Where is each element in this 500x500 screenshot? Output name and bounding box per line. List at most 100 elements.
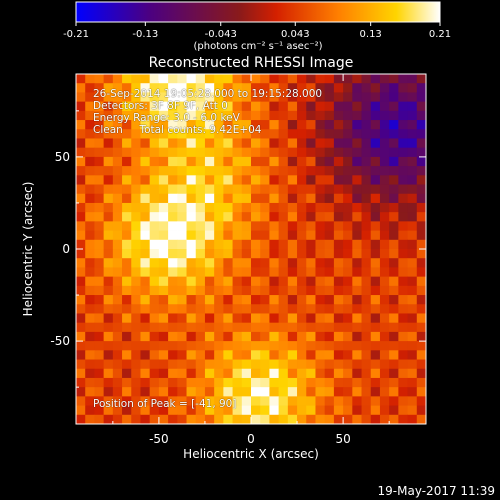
heatmap-cell: [85, 193, 95, 204]
heatmap-cell: [370, 101, 381, 112]
heatmap-cell: [352, 414, 362, 424]
heatmap-cell: [76, 414, 86, 424]
heatmap-cell: [140, 92, 151, 103]
heatmap-cell: [352, 276, 362, 287]
heatmap-cell: [416, 396, 426, 406]
heatmap-cell: [379, 74, 390, 84]
heatmap-cell: [389, 405, 399, 416]
heatmap-cell: [94, 304, 105, 314]
heatmap-cell: [306, 258, 316, 268]
heatmap-cell: [278, 285, 289, 296]
heatmap-cell: [251, 92, 261, 103]
heatmap-cell: [407, 175, 418, 185]
heatmap-cell: [343, 221, 353, 231]
heatmap-cell: [140, 396, 151, 406]
heatmap-cell: [269, 221, 280, 231]
x-axis-label: Heliocentric X (arcsec): [183, 447, 319, 461]
heatmap-cell: [76, 166, 86, 176]
heatmap-cell: [416, 276, 426, 287]
heatmap-cell: [306, 74, 316, 84]
heatmap-cell: [232, 175, 243, 185]
heatmap-cell: [112, 138, 123, 149]
heatmap-cell: [122, 221, 132, 231]
heatmap-cell: [103, 295, 114, 305]
heatmap-cell: [260, 120, 270, 130]
heatmap-cell: [343, 249, 353, 259]
heatmap-cell: [214, 267, 224, 278]
heatmap-cell: [315, 285, 326, 296]
heatmap-cell: [315, 267, 326, 278]
heatmap-cell: [389, 396, 399, 406]
heatmap-cell: [186, 258, 197, 268]
heatmap-cell: [85, 285, 95, 296]
heatmap-cell: [287, 350, 298, 360]
heatmap-cell: [131, 331, 141, 342]
heatmap-cell: [131, 184, 141, 195]
heatmap-cell: [76, 295, 86, 305]
heatmap-cell: [324, 212, 335, 222]
heatmap-cell: [214, 405, 224, 416]
heatmap-cell: [131, 120, 141, 130]
heatmap-cell: [379, 193, 390, 204]
heatmap-cell: [343, 405, 353, 416]
heatmap-cell: [370, 276, 381, 287]
heatmap-cell: [287, 341, 298, 351]
heatmap-cell: [278, 193, 289, 204]
heatmap-cell: [416, 138, 426, 149]
heatmap-cell: [103, 249, 114, 259]
heatmap-cell: [416, 350, 426, 360]
heatmap-cell: [306, 184, 316, 195]
heatmap-cell: [379, 184, 390, 195]
heatmap-cell: [251, 138, 261, 149]
heatmap-cell: [352, 138, 362, 149]
heatmap-cell: [407, 267, 418, 278]
heatmap-cell: [195, 377, 206, 388]
heatmap-cell: [103, 285, 114, 296]
heatmap-cell: [223, 341, 233, 351]
heatmap-cell: [131, 368, 141, 379]
heatmap-cell: [140, 249, 151, 259]
heatmap-cell: [269, 212, 280, 222]
heatmap-cell: [389, 74, 399, 84]
heatmap-cell: [94, 184, 105, 195]
heatmap-cell: [324, 156, 335, 167]
heatmap-cell: [195, 276, 206, 287]
heatmap-cell: [85, 230, 95, 241]
heatmap-cell: [251, 129, 261, 139]
heatmap-cell: [407, 331, 418, 342]
heatmap-cell: [214, 193, 224, 204]
heatmap-cell: [315, 341, 326, 351]
heatmap-cell: [260, 285, 270, 296]
heatmap-cell: [407, 184, 418, 195]
heatmap-cell: [398, 249, 408, 259]
heatmap-cell: [379, 258, 390, 268]
heatmap-cell: [214, 101, 224, 112]
heatmap-cell: [379, 239, 390, 250]
heatmap-cell: [177, 295, 187, 305]
heatmap-cell: [361, 258, 372, 268]
heatmap-cell: [241, 92, 252, 103]
heatmap-cell: [85, 258, 95, 268]
heatmap-cell: [315, 83, 326, 93]
heatmap-cell: [315, 304, 326, 314]
heatmap-cell: [223, 405, 233, 416]
heatmap-cell: [398, 304, 408, 314]
heatmap-cell: [186, 83, 197, 93]
heatmap-cell: [306, 276, 316, 287]
heatmap-cell: [131, 110, 141, 121]
heatmap-cell: [306, 110, 316, 121]
heatmap-cell: [158, 249, 169, 259]
heatmap-cell: [232, 313, 243, 324]
heatmap-cell: [94, 83, 105, 93]
heatmap-cell: [94, 101, 105, 112]
heatmap-cell: [112, 184, 123, 195]
heatmap-cell: [297, 350, 307, 360]
heatmap-cell: [177, 156, 187, 167]
heatmap-cell: [287, 110, 298, 121]
heatmap-cell: [122, 387, 132, 397]
heatmap-cell: [352, 313, 362, 324]
heatmap-cell: [333, 92, 344, 103]
heatmap-cell: [76, 147, 86, 158]
heatmap-cell: [361, 110, 372, 121]
heatmap-cell: [407, 249, 418, 259]
